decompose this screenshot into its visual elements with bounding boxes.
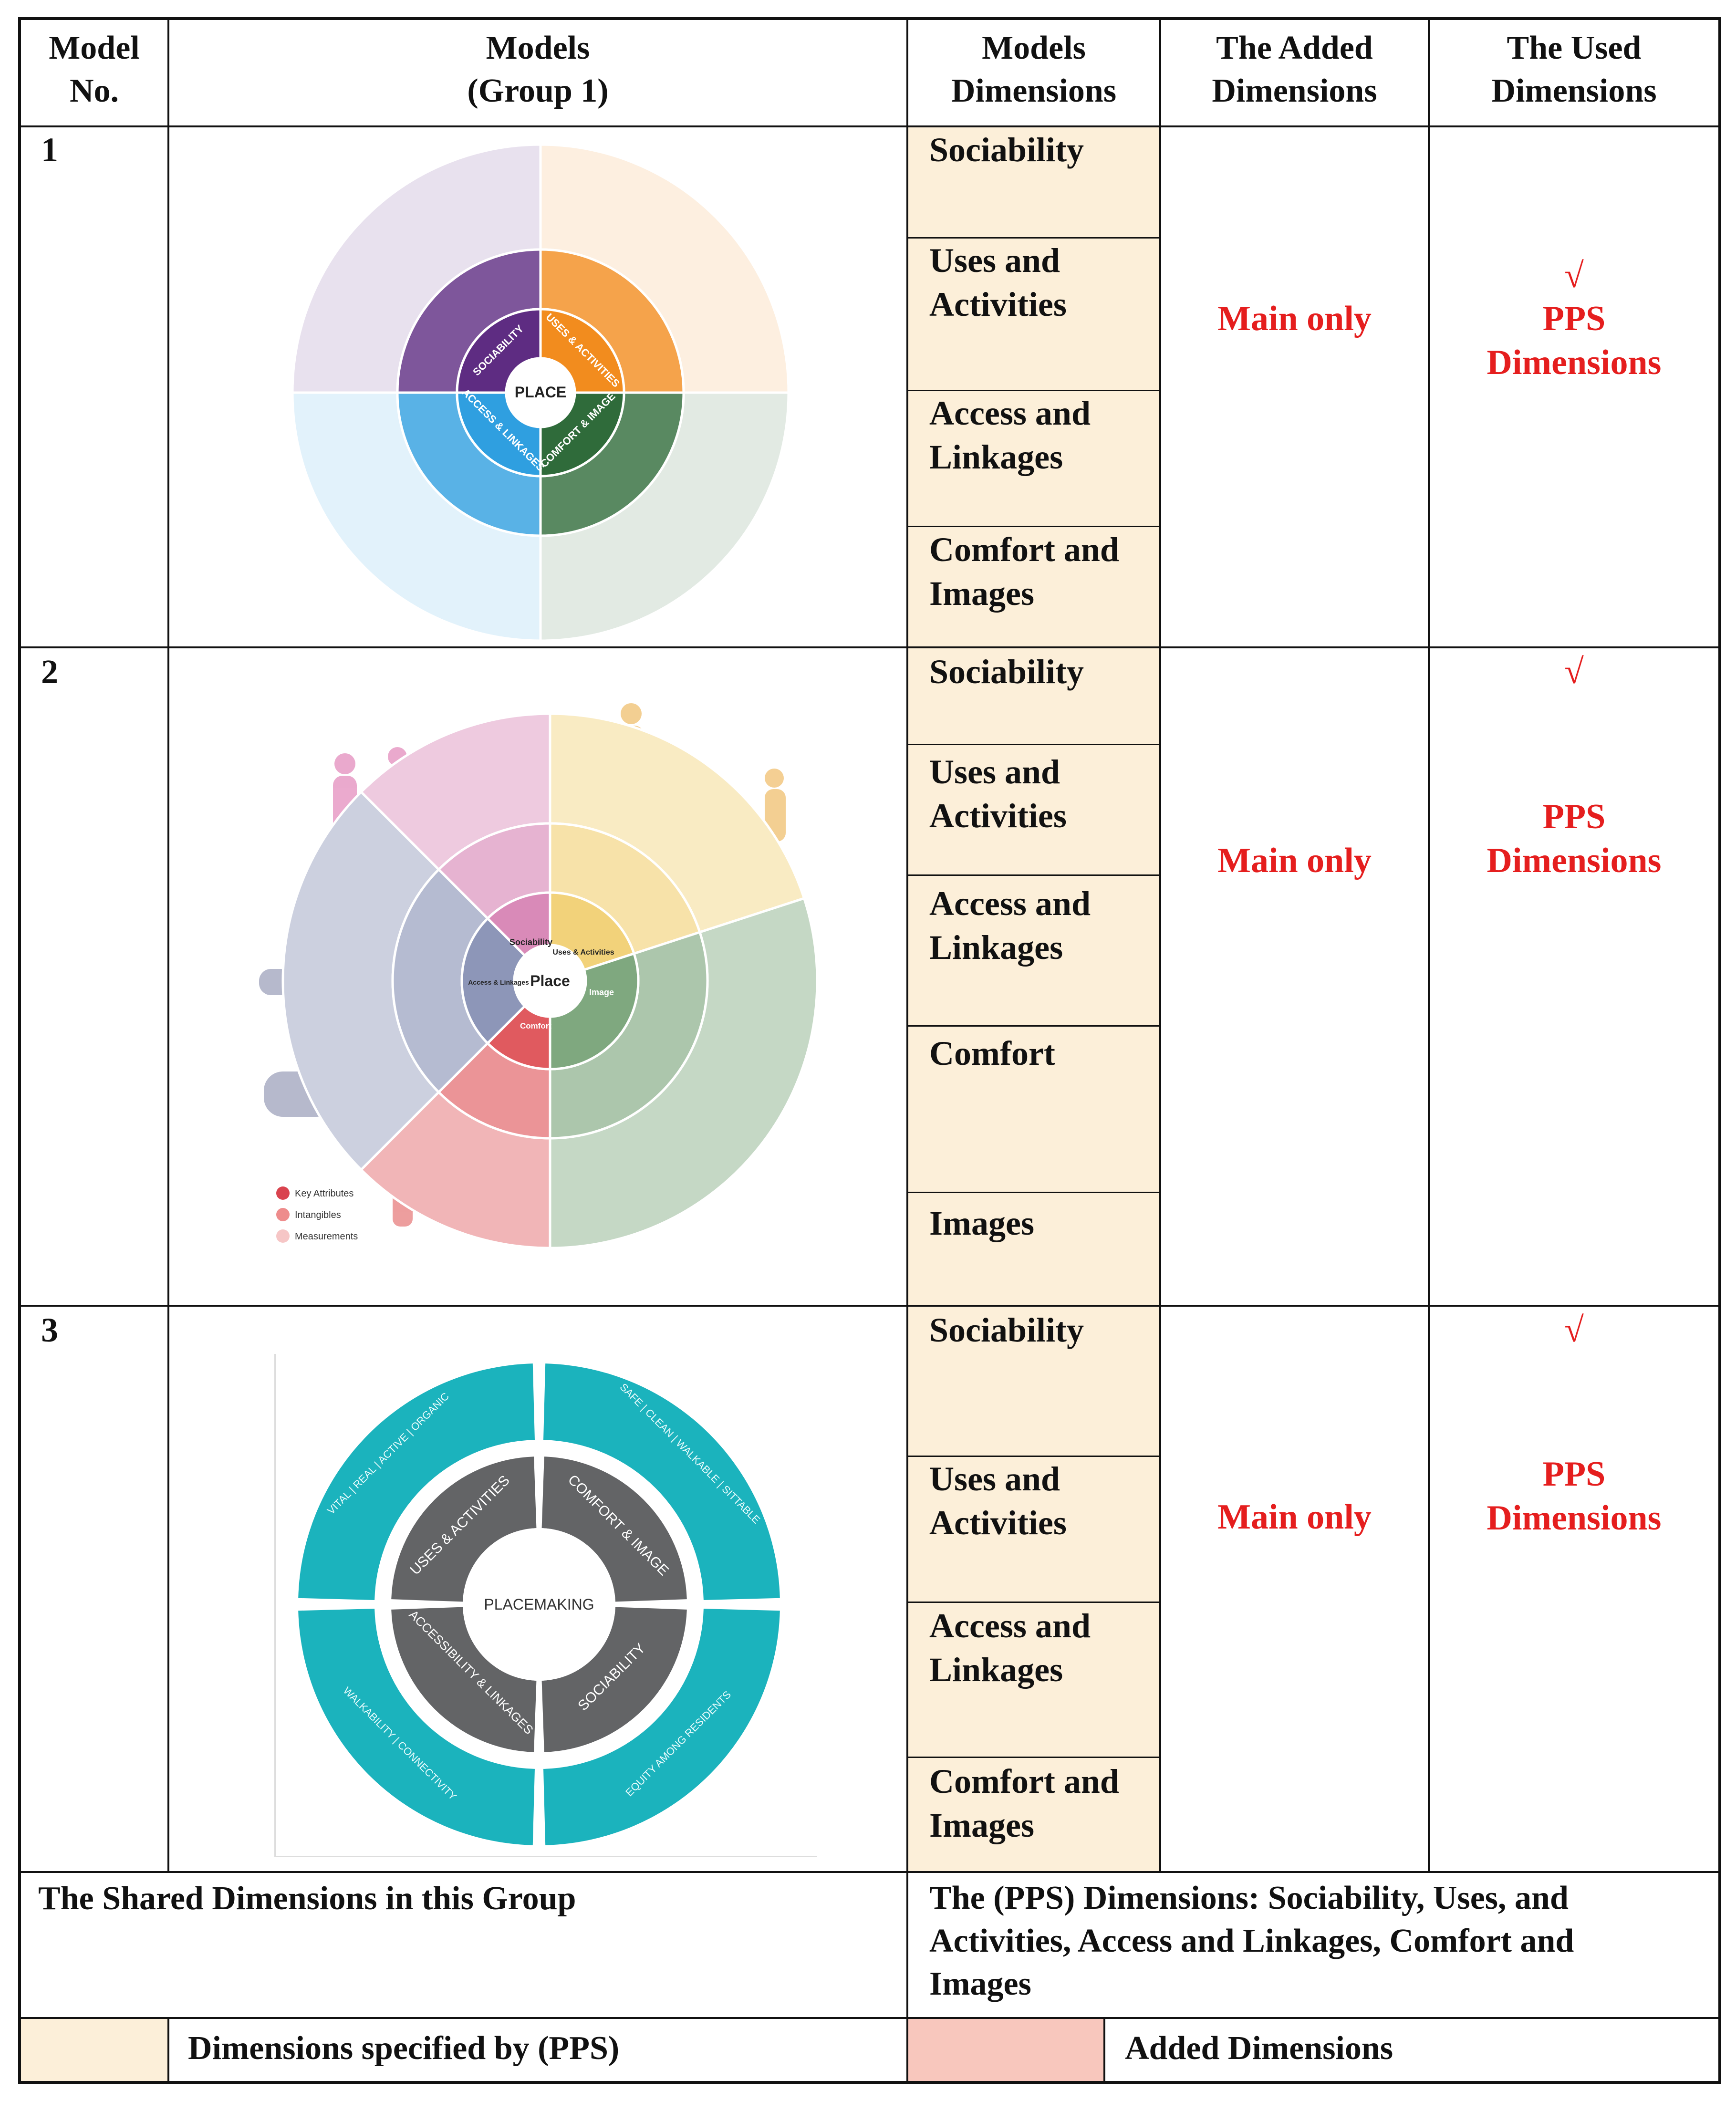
row3-used-check: √ <box>1564 1311 1584 1350</box>
row3-used: PPS Dimensions <box>1487 1455 1662 1538</box>
row1-dim-access: Access and Linkages <box>929 394 1091 476</box>
svg-text:Key Attributes: Key Attributes <box>295 1188 353 1199</box>
row3-placemaking-diagram: PLACEMAKING USES & ACTIVITIES COMFORT & … <box>298 1363 780 1845</box>
row1-added: Main only <box>1217 299 1372 338</box>
row1-dim-uses: Uses and Activities <box>929 241 1067 323</box>
row2-dim-images: Images <box>929 1204 1034 1242</box>
legend-added-label: Added Dimensions <box>1125 2030 1393 2067</box>
row2-sector-sociability: Sociability <box>509 937 552 947</box>
pps-shading-row3 <box>908 1306 1161 1872</box>
row1-used: PPS Dimensions <box>1487 299 1662 382</box>
row1-dim-sociability: Sociability <box>929 131 1084 169</box>
row2-sector-access: Access & Linkages <box>468 978 529 986</box>
row3-dim-access: Access and Linkages <box>929 1607 1091 1689</box>
comparison-table: Model No. Models (Group 1) Models Dimension… <box>18 17 1721 2084</box>
row2-place-diagram: Place Sociability Uses & Activities Acce… <box>259 703 819 1249</box>
row1-place-diagram: PLACE SOCIABILITY USES & ACTIVITIES ACCE… <box>291 143 790 642</box>
row2-dim-uses: Uses and Activities <box>929 753 1067 835</box>
row3-figure-frame <box>274 1354 817 1857</box>
shared-label: The Shared Dimensions in this Group <box>38 1880 576 1917</box>
svg-text:Intangibles: Intangibles <box>295 1210 341 1220</box>
fig3-ring-inner-0 <box>391 1456 537 1602</box>
fig3-ring-outer-1 <box>543 1363 780 1600</box>
fig3-ring-inner-2 <box>391 1607 537 1752</box>
legend-pps-swatch <box>18 2019 168 2084</box>
row2-center-label: Place <box>530 972 570 989</box>
row1-dim-comfort: Comfort and Images <box>929 530 1119 613</box>
header-model-no: Model No. <box>49 30 140 109</box>
row1-number: 1 <box>41 131 58 169</box>
row2-used: PPS Dimensions <box>1487 797 1662 880</box>
row3-added: Main only <box>1217 1498 1372 1537</box>
row2-sector-image: Image <box>589 988 614 997</box>
row2-legend: Key Attributes Intangibles Measurements <box>276 1186 358 1243</box>
svg-text:Measurements: Measurements <box>295 1231 358 1242</box>
header-models-dimensions: Models Dimensions <box>951 30 1117 109</box>
header-used-dimensions: The Used Dimensions <box>1491 30 1657 109</box>
fig3-ring-outer-0 <box>298 1363 535 1600</box>
row2-used-check: √ <box>1564 652 1584 691</box>
row2-sector-comfort: Comfort <box>520 1021 551 1030</box>
row3-dim-uses: Uses and Activities <box>929 1460 1067 1542</box>
row3-number: 3 <box>41 1311 58 1349</box>
row2-number: 2 <box>41 653 58 691</box>
header-models: Models (Group 1) <box>467 30 609 109</box>
legend-added-swatch <box>908 2019 1103 2084</box>
row3-center-label: PLACEMAKING <box>484 1596 594 1613</box>
row1-center-label: PLACE <box>515 384 566 401</box>
row2-sector-uses: Uses & Activities <box>552 948 614 957</box>
fig3-ring-outer-3 <box>543 1609 780 1845</box>
shared-value: The (PPS) Dimensions: Sociability, Uses,… <box>929 1880 1574 2002</box>
row2-dim-access: Access and Linkages <box>929 884 1091 967</box>
fig3-ring-inner-3 <box>541 1607 687 1752</box>
pps-shading-row1 <box>908 127 1161 648</box>
row3-dim-sociability: Sociability <box>929 1311 1084 1349</box>
fig3-ring-inner-1 <box>541 1456 687 1602</box>
pps-shading-row2 <box>908 648 1161 1306</box>
legend-pps-label: Dimensions specified by (PPS) <box>188 2030 620 2067</box>
row2-dim-sociability: Sociability <box>929 653 1084 691</box>
fig3-ring-outer-2 <box>298 1609 535 1845</box>
row1-used-check: √ <box>1564 256 1584 295</box>
row2-added: Main only <box>1217 841 1372 880</box>
row2-dim-comfort: Comfort <box>929 1034 1055 1072</box>
header-added-dimensions: The Added Dimensions <box>1212 30 1377 109</box>
row3-dim-comfort: Comfort and Images <box>929 1762 1119 1844</box>
